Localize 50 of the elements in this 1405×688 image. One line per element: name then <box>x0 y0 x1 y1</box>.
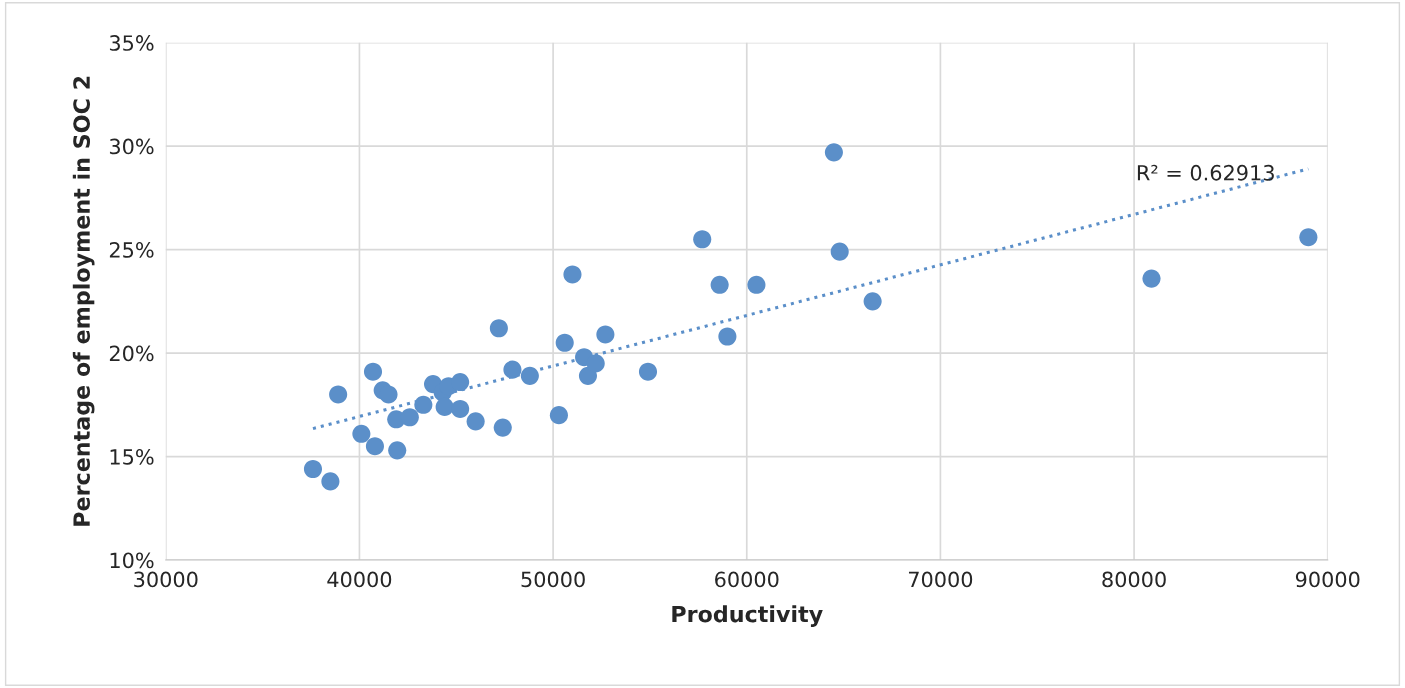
point <box>824 143 843 162</box>
y-axis-title: Percentage of employment in SOC 2 <box>72 76 95 526</box>
point <box>493 418 512 437</box>
point <box>414 395 433 414</box>
point <box>329 385 348 404</box>
point <box>451 373 470 392</box>
x-tick-label: 50000 <box>521 571 585 588</box>
point <box>435 397 454 416</box>
point <box>710 275 729 294</box>
point <box>693 230 712 249</box>
point <box>503 360 522 379</box>
point <box>352 424 371 443</box>
point <box>321 472 340 491</box>
point <box>747 275 766 294</box>
annotation: R² = 0.62913 <box>1137 164 1274 181</box>
point <box>1299 228 1318 247</box>
x-tick-label: 40000 <box>327 571 392 588</box>
point <box>1142 269 1161 288</box>
x-tick-label: 70000 <box>908 571 973 588</box>
point <box>563 265 582 284</box>
x-tick-label: 90000 <box>1295 571 1360 588</box>
point <box>718 327 737 346</box>
y-tick-label: 25% <box>109 242 154 258</box>
point <box>578 366 598 385</box>
x-tick-label: 60000 <box>715 571 779 588</box>
point <box>388 441 407 460</box>
point <box>863 292 882 311</box>
point <box>363 362 383 381</box>
point <box>520 366 539 385</box>
point <box>379 385 398 404</box>
point <box>303 459 323 479</box>
y-tick-label: 15% <box>110 449 154 465</box>
y-tick-label: 35% <box>109 35 154 51</box>
point <box>638 362 658 381</box>
point <box>549 406 568 425</box>
x-tick-label: 80000 <box>1102 571 1166 588</box>
point <box>365 437 384 456</box>
x-axis-title: Productivity <box>672 605 823 627</box>
y-tick-label: 30% <box>109 138 154 155</box>
point <box>555 333 574 352</box>
point <box>830 242 849 261</box>
point <box>489 319 508 338</box>
y-tick-label: 10% <box>110 552 154 569</box>
y-tick-label: 20% <box>109 345 154 362</box>
point <box>451 399 470 419</box>
point <box>586 354 605 373</box>
point <box>400 408 419 427</box>
point <box>596 325 615 344</box>
point <box>466 412 485 431</box>
x-tick-label: 30000 <box>134 571 198 588</box>
